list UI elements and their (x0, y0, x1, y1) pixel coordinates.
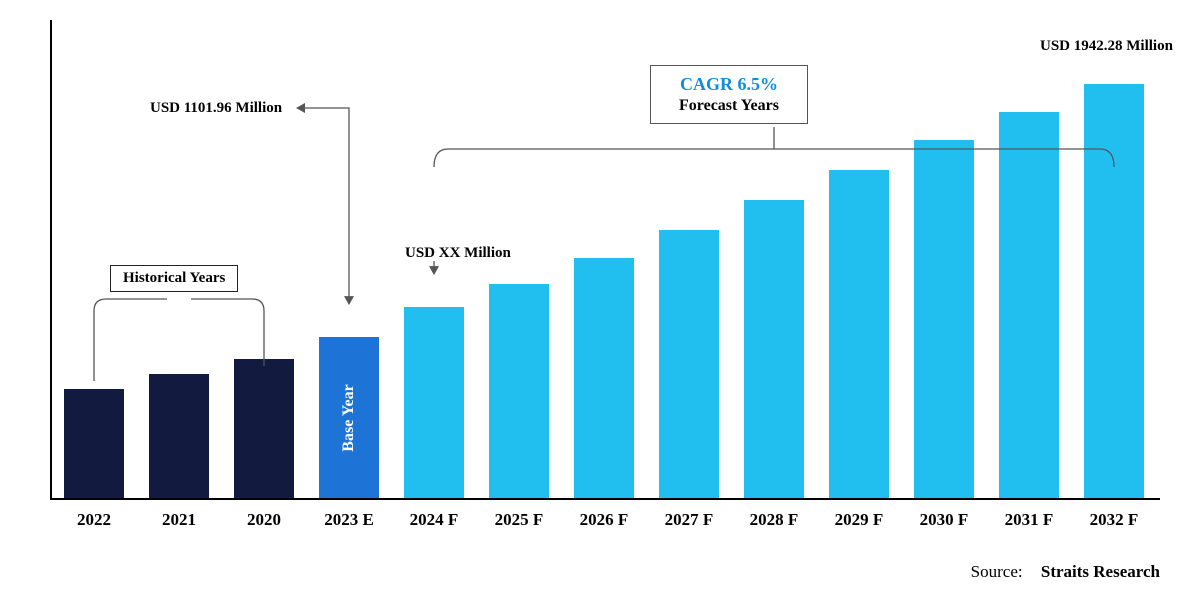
bar-2030-f (914, 140, 974, 500)
xlabel-2024-f: 2024 F (410, 510, 459, 530)
xlabel-2028-f: 2028 F (750, 510, 799, 530)
source-name: Straits Research (1041, 562, 1160, 581)
forecast-years-label: Forecast Years (679, 97, 779, 115)
cagr-value: CAGR 6.5% (679, 74, 779, 95)
bar-2032-f (1084, 84, 1144, 500)
xlabel-2021: 2021 (162, 510, 196, 530)
forecast-end-value-label: USD 1942.28 Million (1040, 38, 1173, 55)
xlabel-2022: 2022 (77, 510, 111, 530)
bar-2026-f (574, 258, 634, 500)
bar-2031-f (999, 112, 1059, 500)
bar-2021 (149, 374, 209, 500)
source-label: Source: (971, 562, 1023, 581)
cagr-forecast-box: CAGR 6.5% Forecast Years (650, 65, 808, 124)
market-forecast-chart: Base Year USD 1101.96 Million USD XX Mil… (50, 20, 1160, 530)
plot-region: Base Year (50, 20, 1160, 500)
forecast-start-value-label: USD XX Million (405, 245, 511, 262)
bar-2025-f (489, 284, 549, 500)
xlabel-2032-f: 2032 F (1090, 510, 1139, 530)
base-year-value-label: USD 1101.96 Million (150, 100, 282, 117)
y-axis (50, 20, 52, 500)
bar-2028-f (744, 200, 804, 500)
x-axis (50, 498, 1160, 500)
xlabel-2025-f: 2025 F (495, 510, 544, 530)
xlabel-2023-e: 2023 E (324, 510, 374, 530)
bar-2022 (64, 389, 124, 500)
xlabel-2030-f: 2030 F (920, 510, 969, 530)
xlabel-2020: 2020 (247, 510, 281, 530)
historical-years-box: Historical Years (110, 265, 238, 292)
xlabel-2031-f: 2031 F (1005, 510, 1054, 530)
bar-2029-f (829, 170, 889, 500)
xlabel-2026-f: 2026 F (580, 510, 629, 530)
base-year-inner-label: Base Year (340, 384, 358, 451)
xlabel-2027-f: 2027 F (665, 510, 714, 530)
bar-2027-f (659, 230, 719, 500)
xlabel-2029-f: 2029 F (835, 510, 884, 530)
bar-2020 (234, 359, 294, 500)
bar-2023-e: Base Year (319, 337, 379, 500)
source-attribution: Source: Straits Research (971, 562, 1160, 582)
bar-2024-f (404, 307, 464, 500)
